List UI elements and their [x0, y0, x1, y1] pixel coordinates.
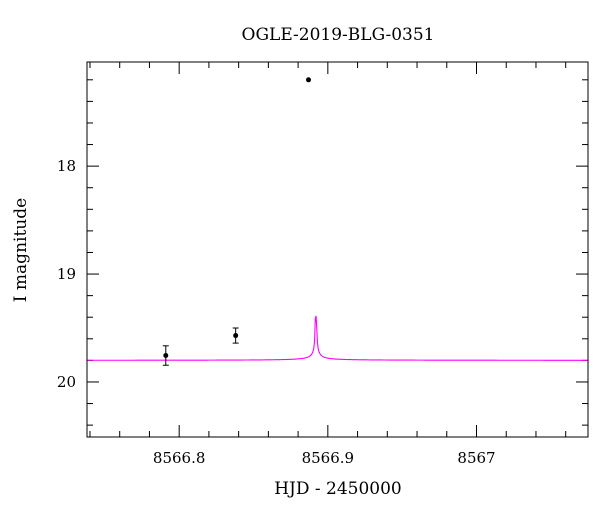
- data-point: [163, 353, 169, 359]
- tick-labels: 8566.8 8566.9 8567 18 19 20: [57, 157, 496, 467]
- axis-ticks: [87, 62, 588, 437]
- model-curve-line: [87, 315, 588, 361]
- x-tick-label: 8566.9: [302, 449, 355, 467]
- data-point: [306, 77, 312, 83]
- x-tick-label: 8567: [457, 449, 495, 467]
- plot-frame: [86, 61, 589, 438]
- data-point: [233, 333, 239, 339]
- data-points-layer: [162, 77, 312, 366]
- chart-title: OGLE-2019-BLG-0351: [242, 25, 435, 45]
- x-tick-label: 8566.8: [153, 449, 206, 467]
- y-tick-label: 19: [57, 265, 76, 283]
- y-tick-label: 18: [57, 157, 76, 175]
- y-tick-label: 20: [57, 373, 76, 391]
- x-axis-label: HJD - 2450000: [274, 479, 402, 499]
- y-axis-label: I magnitude: [11, 198, 31, 302]
- model-curve-layer: [87, 315, 588, 361]
